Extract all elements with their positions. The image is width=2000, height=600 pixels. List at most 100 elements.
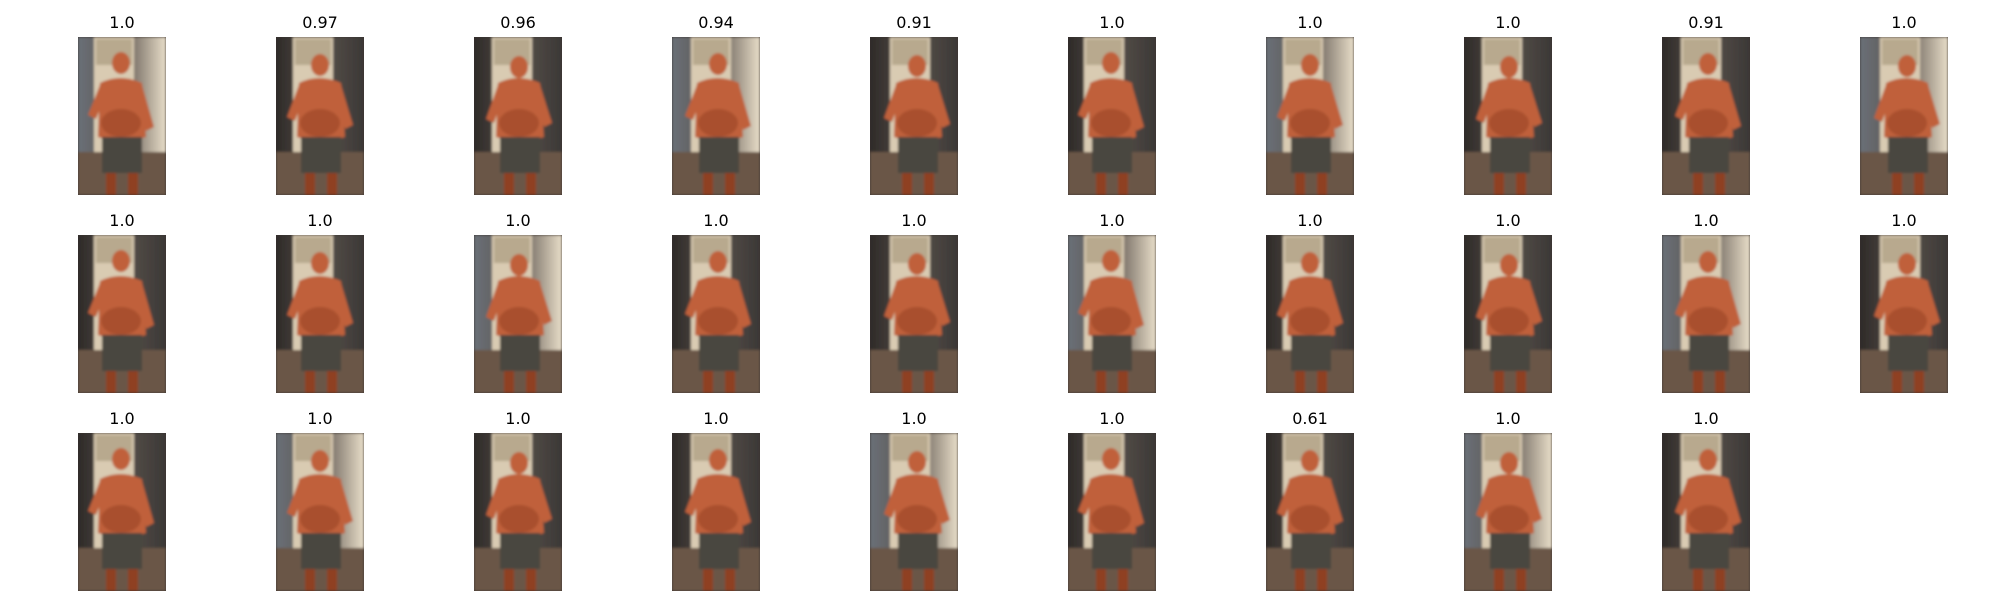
frame-cell: 1.0	[474, 409, 562, 591]
frame-thumbnail	[474, 37, 562, 195]
frame-score-label: 1.0	[307, 211, 333, 230]
frame-thumbnail	[672, 433, 760, 591]
frame-thumbnail	[1068, 235, 1156, 393]
frame-cell: 1.0	[78, 13, 166, 195]
frame-photo	[672, 37, 760, 195]
frame-thumbnail	[1266, 235, 1354, 393]
frame-cell: 1.0	[1662, 409, 1750, 591]
frame-photo	[276, 235, 364, 393]
frame-thumbnail	[870, 235, 958, 393]
frame-photo	[474, 235, 562, 393]
frame-cell: 0.91	[870, 13, 958, 195]
frame-thumbnail	[276, 37, 364, 195]
frame-thumbnail	[1860, 37, 1948, 195]
frame-cell: 1.0	[1266, 13, 1354, 195]
frame-cell: 1.0	[1068, 409, 1156, 591]
frame-score-label: 1.0	[109, 211, 135, 230]
frame-cell: 0.91	[1662, 13, 1750, 195]
frame-cell: 1.0	[672, 211, 760, 393]
frame-score-label: 1.0	[109, 409, 135, 428]
frame-score-label: 1.0	[1297, 13, 1323, 32]
frame-score-label: 1.0	[703, 409, 729, 428]
frame-photo	[474, 433, 562, 591]
frame-thumbnail	[1068, 37, 1156, 195]
frame-cell: 0.61	[1266, 409, 1354, 591]
frame-cell: 1.0	[1464, 409, 1552, 591]
frame-photo	[276, 433, 364, 591]
frame-score-label: 0.94	[698, 13, 734, 32]
frame-thumbnail	[78, 433, 166, 591]
frame-thumbnail	[1662, 235, 1750, 393]
frame-score-label: 1.0	[1099, 211, 1125, 230]
frame-photo	[672, 433, 760, 591]
frame-score-label: 1.0	[1495, 409, 1521, 428]
frame-photo	[1068, 235, 1156, 393]
frame-photo	[276, 37, 364, 195]
frame-photo	[1662, 433, 1750, 591]
frame-thumbnail	[1464, 37, 1552, 195]
frame-score-label: 1.0	[703, 211, 729, 230]
frame-thumbnail	[78, 37, 166, 195]
frame-cell: 1.0	[78, 211, 166, 393]
frame-cell: 1.0	[276, 409, 364, 591]
frame-cell: 1.0	[474, 211, 562, 393]
frame-photo	[1266, 433, 1354, 591]
frame-score-label: 1.0	[1891, 13, 1917, 32]
frame-cell: 1.0	[1068, 211, 1156, 393]
frame-photo	[474, 37, 562, 195]
frame-photo	[1860, 37, 1948, 195]
frame-cell: 1.0	[870, 409, 958, 591]
frame-photo	[1464, 433, 1552, 591]
frame-cell: 1.0	[1464, 211, 1552, 393]
frame-thumbnail	[78, 235, 166, 393]
frame-thumbnail	[474, 235, 562, 393]
frame-thumbnail	[672, 37, 760, 195]
frame-photo	[1464, 235, 1552, 393]
frame-cell: 1.0	[1266, 211, 1354, 393]
frame-thumbnail	[1464, 433, 1552, 591]
frame-photo	[1662, 37, 1750, 195]
frame-thumbnail	[1266, 433, 1354, 591]
frame-photo	[78, 235, 166, 393]
frame-score-label: 1.0	[307, 409, 333, 428]
frame-photo	[870, 433, 958, 591]
frame-score-label: 1.0	[1891, 211, 1917, 230]
frame-score-label: 1.0	[1495, 211, 1521, 230]
frame-score-label: 1.0	[1099, 13, 1125, 32]
frame-cell: 0.96	[474, 13, 562, 195]
frame-score-label: 1.0	[1297, 211, 1323, 230]
frame-cell: 1.0	[78, 409, 166, 591]
frame-photo	[1662, 235, 1750, 393]
frame-cell: 1.0	[672, 409, 760, 591]
frame-photo	[1068, 433, 1156, 591]
frame-score-label: 1.0	[901, 409, 927, 428]
frame-photo	[1860, 235, 1948, 393]
frame-score-label: 0.96	[500, 13, 536, 32]
frame-thumbnail	[1068, 433, 1156, 591]
frame-score-label: 1.0	[109, 13, 135, 32]
frame-thumbnail	[870, 37, 958, 195]
frame-thumbnail	[870, 433, 958, 591]
frame-cell: 0.94	[672, 13, 760, 195]
frame-cell: 1.0	[1860, 211, 1948, 393]
frame-thumbnail	[474, 433, 562, 591]
frame-cell: 1.0	[1464, 13, 1552, 195]
frame-thumbnail	[1860, 235, 1948, 393]
frame-photo	[78, 433, 166, 591]
frame-photo	[672, 235, 760, 393]
frame-score-label: 1.0	[1495, 13, 1521, 32]
frame-photo	[1068, 37, 1156, 195]
frame-thumbnail	[276, 433, 364, 591]
frame-photo	[1464, 37, 1552, 195]
frame-cell: 1.0	[870, 211, 958, 393]
frame-thumbnail	[1464, 235, 1552, 393]
frame-score-label: 1.0	[1693, 409, 1719, 428]
frame-photo	[870, 235, 958, 393]
frame-score-label: 0.61	[1292, 409, 1328, 428]
frame-score-label: 1.0	[1693, 211, 1719, 230]
frame-cell: 1.0	[1068, 13, 1156, 195]
frame-photo	[1266, 37, 1354, 195]
frame-thumbnail	[672, 235, 760, 393]
frame-cell: 1.0	[276, 211, 364, 393]
